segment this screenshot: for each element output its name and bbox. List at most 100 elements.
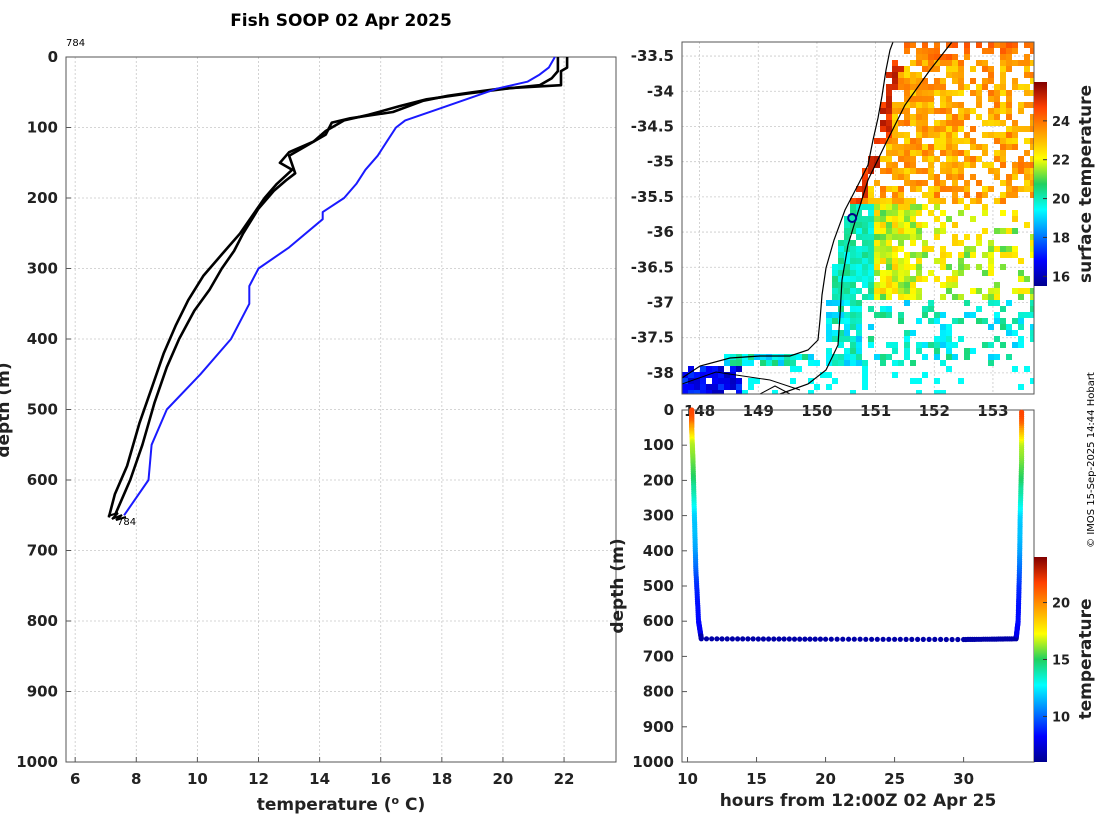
- sst-pixel: [952, 72, 958, 78]
- sst-pixel: [910, 60, 916, 66]
- sst-pixel: [892, 168, 898, 174]
- sst-pixel: [904, 258, 910, 264]
- sst-pixel: [1000, 156, 1006, 162]
- sst-pixel: [694, 378, 700, 384]
- sst-pixel: [976, 42, 982, 48]
- sst-pixel: [970, 138, 976, 144]
- sst-pixel: [916, 84, 922, 90]
- sst-pixel: [844, 228, 850, 234]
- sst-pixel: [964, 180, 970, 186]
- sst-pixel: [1018, 186, 1024, 192]
- sst-pixel: [904, 228, 910, 234]
- sst-pixel: [1030, 294, 1034, 300]
- sst-pixel: [946, 114, 952, 120]
- sst-pixel: [790, 354, 796, 360]
- sst-pixel: [874, 180, 880, 186]
- sst-pixel: [904, 300, 910, 306]
- coastline-south: [682, 371, 801, 394]
- sst-pixel: [1030, 192, 1034, 198]
- time-depth-point: [750, 636, 756, 642]
- sst-pixel: [898, 276, 904, 282]
- sst-pixel: [934, 66, 940, 72]
- map-y-tick-label: -35: [647, 153, 674, 171]
- sst-pixel: [766, 360, 772, 366]
- sst-pixel: [910, 156, 916, 162]
- sst-pixel: [1000, 132, 1006, 138]
- sst-pixel: [1006, 228, 1012, 234]
- sst-pixel: [856, 246, 862, 252]
- sst-pixel: [952, 294, 958, 300]
- sst-pixel: [910, 378, 916, 384]
- sst-pixel: [1006, 186, 1012, 192]
- sst-pixel: [946, 60, 952, 66]
- sst-pixel: [868, 210, 874, 216]
- time-depth-y-tick-label: 400: [643, 542, 674, 560]
- sst-pixel: [940, 390, 946, 394]
- sst-pixel: [718, 366, 724, 372]
- sst-pixel: [1030, 78, 1034, 84]
- sst-pixel: [952, 114, 958, 120]
- sst-pixel: [1024, 138, 1030, 144]
- sst-pixel: [910, 252, 916, 258]
- sst-pixel: [802, 354, 808, 360]
- sst-pixel: [898, 108, 904, 114]
- sst-pixel: [922, 108, 928, 114]
- profile-y-axis-label: depth (m): [0, 362, 14, 457]
- sst-pixel: [994, 336, 1000, 342]
- sst-pixel: [940, 180, 946, 186]
- sst-pixel: [994, 282, 1000, 288]
- sst-pixel: [844, 240, 850, 246]
- sst-pixel: [856, 318, 862, 324]
- sst-pixel: [1012, 162, 1018, 168]
- sst-pixel: [976, 234, 982, 240]
- sst-pixel: [700, 384, 706, 390]
- sst-pixel: [988, 288, 994, 294]
- sst-pixel: [1006, 54, 1012, 60]
- sst-pixel: [952, 42, 958, 48]
- sst-pixel: [934, 126, 940, 132]
- sst-pixel: [928, 186, 934, 192]
- sst-pixel: [934, 348, 940, 354]
- time-depth-y-tick-label: 100: [643, 436, 674, 454]
- sst-pixel: [970, 126, 976, 132]
- sst-pixel: [892, 360, 898, 366]
- sst-pixel: [1000, 108, 1006, 114]
- sst-pixel: [940, 294, 946, 300]
- time-depth-y-tick-label: 500: [643, 577, 674, 595]
- sst-pixel: [868, 324, 874, 330]
- sst-pixel: [1030, 90, 1034, 96]
- sst-pixel: [904, 276, 910, 282]
- sst-pixel: [940, 246, 946, 252]
- sst-pixel: [850, 306, 856, 312]
- sst-pixel: [904, 162, 910, 168]
- sst-pixel: [934, 132, 940, 138]
- sst-pixel: [892, 258, 898, 264]
- sst-pixel: [1000, 324, 1006, 330]
- sst-pixel: [922, 156, 928, 162]
- sst-pixel: [958, 264, 964, 270]
- sst-pixel: [904, 252, 910, 258]
- sst-pixel: [994, 228, 1000, 234]
- sst-pixel: [886, 126, 892, 132]
- sst-pixel: [1018, 312, 1024, 318]
- time-depth-point: [828, 636, 834, 642]
- time-depth-x-axis-label: hours from 12:00Z 02 Apr 25: [720, 791, 997, 811]
- sst-pixel: [1000, 60, 1006, 66]
- profile-y-tick-label: 200: [27, 189, 58, 207]
- sst-pixel: [856, 258, 862, 264]
- sst-pixel: [964, 54, 970, 60]
- sst-pixel: [982, 84, 988, 90]
- sst-pixel: [874, 312, 880, 318]
- sst-pixel: [736, 360, 742, 366]
- sst-pixel: [898, 270, 904, 276]
- sst-pixel: [850, 198, 856, 204]
- sst-pixel: [982, 252, 988, 258]
- sst-pixel: [868, 306, 874, 312]
- sst-pixel: [1012, 48, 1018, 54]
- sst-pixel: [958, 60, 964, 66]
- sst-pixel: [934, 54, 940, 60]
- sst-pixel: [892, 162, 898, 168]
- sst-pixel: [940, 126, 946, 132]
- time-depth-x-tick-label: 20: [815, 770, 836, 788]
